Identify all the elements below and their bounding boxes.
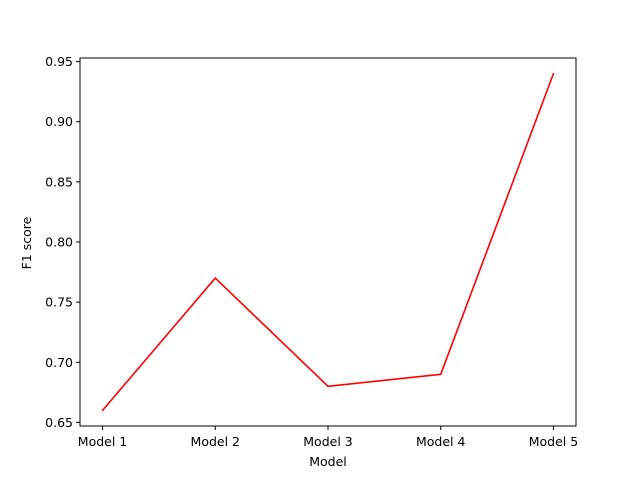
data-point (439, 373, 442, 376)
x-tick-label: Model 3 (303, 434, 352, 449)
y-tick-label: 0.90 (45, 114, 73, 129)
y-tick-label: 0.85 (45, 174, 73, 189)
data-point (101, 409, 104, 412)
x-axis: Model 1 Model 2 Model 3 Model 4 Model 5 (78, 426, 578, 449)
data-point (327, 385, 329, 388)
y-axis-label: F1 score (19, 216, 34, 269)
y-tick-label: 0.95 (45, 54, 73, 69)
x-axis-label: Model (309, 454, 347, 469)
x-tick-label: Model 5 (529, 434, 578, 449)
data-point (552, 72, 555, 75)
y-tick-label: 0.70 (45, 355, 73, 370)
series-layer (101, 72, 555, 412)
x-tick-label: Model 2 (191, 434, 240, 449)
data-point (214, 277, 217, 279)
y-axis: 0.65 0.70 0.75 0.80 0.85 0.90 0.95 (45, 54, 80, 430)
y-tick-label: 0.65 (45, 415, 73, 430)
x-tick-label: Model 4 (416, 434, 466, 449)
y-tick-label: 0.75 (45, 295, 73, 310)
y-tick-label: 0.80 (45, 235, 73, 250)
x-tick-label: Model 1 (78, 434, 127, 449)
